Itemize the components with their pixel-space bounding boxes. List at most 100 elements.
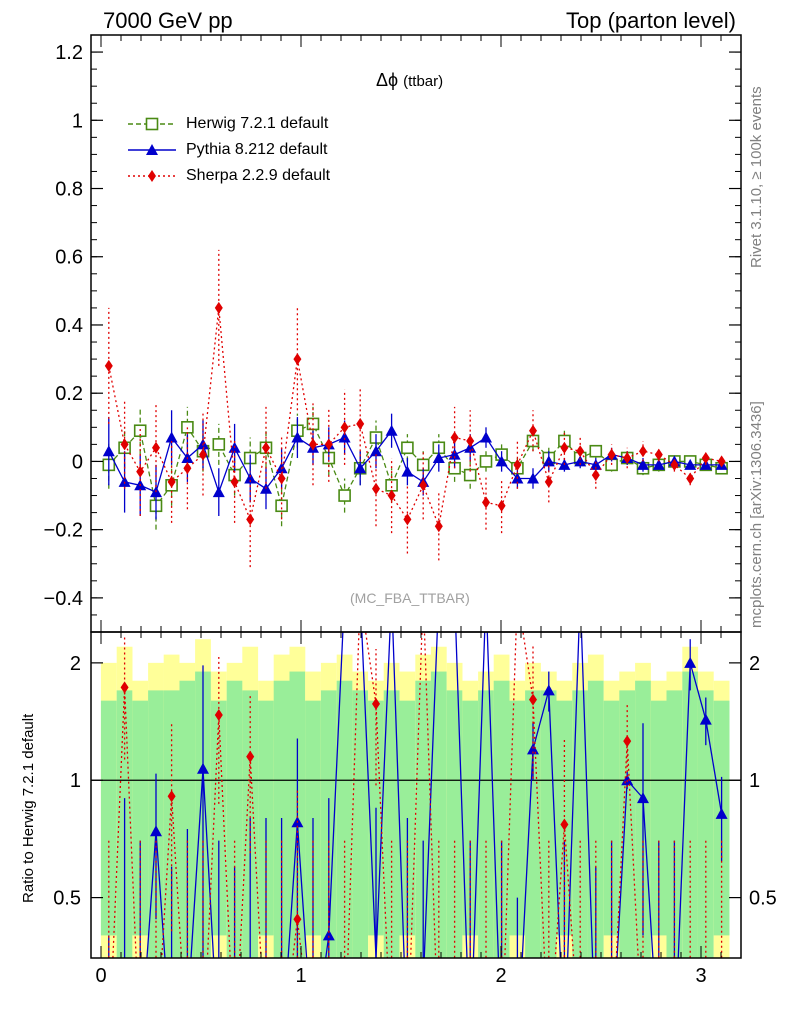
ratio-inner-band: [210, 700, 227, 936]
sherpa-point: [136, 465, 145, 478]
sherpa-point: [246, 513, 255, 526]
pythia-point: [244, 472, 257, 484]
ratio-y-tick-label: 1: [70, 770, 81, 792]
sherpa-point: [466, 434, 475, 447]
ratio-y-tick-label: 0.5: [53, 888, 81, 910]
pythia-point: [401, 465, 414, 477]
pythia-ratio-point: [197, 762, 209, 774]
sherpa-point: [152, 441, 160, 454]
pythia-point: [542, 455, 555, 467]
sherpa-point: [607, 448, 616, 461]
ratio-inner-band: [697, 690, 714, 958]
ratio-inner-band: [100, 700, 117, 936]
pythia-ratio-point: [527, 743, 539, 755]
sherpa-point: [434, 520, 443, 533]
sherpa-point: [623, 452, 632, 465]
sherpa-ratio-point: [167, 790, 176, 803]
sherpa-point: [419, 479, 428, 492]
ratio-inner-band: [509, 700, 526, 936]
ratio-inner-band: [179, 680, 196, 958]
pythia-line: [108, 429, 722, 495]
pythia-ratio-line: [146, 632, 723, 958]
sherpa-point: [544, 475, 553, 488]
ratio-inner-band: [446, 690, 463, 958]
main-y-tick-label: 0.4: [55, 315, 83, 337]
sherpa-point: [340, 421, 349, 434]
herwig-point: [212, 438, 226, 451]
main-y-tick-label: −0.2: [44, 520, 83, 542]
pythia-point: [385, 424, 398, 436]
sherpa-ratio-point: [246, 750, 255, 763]
sherpa-ratio-line: [112, 632, 639, 958]
sherpa-point: [576, 445, 585, 458]
sherpa-ratio-point: [293, 913, 302, 926]
ratio-inner-band: [493, 680, 510, 958]
ratio-inner-band: [352, 690, 369, 958]
ratio-y-tick-label-right: 2: [749, 653, 760, 675]
ratio-inner-band: [619, 690, 636, 958]
pythia-ratio-point: [715, 807, 728, 819]
energy-label: 7000 GeV pp: [103, 8, 233, 33]
main-y-tick-label: 0.6: [55, 247, 83, 269]
sherpa-point: [670, 458, 679, 471]
herwig-point: [589, 444, 603, 458]
sherpa-point: [513, 458, 522, 471]
ratio-inner-band: [132, 700, 149, 936]
legend-herwig-marker: [145, 117, 159, 131]
ratio-series-layer: [108, 632, 728, 958]
ratio-inner-band: [163, 690, 180, 958]
pythia-point: [637, 458, 649, 470]
ratio-inner-band: [650, 700, 667, 936]
x-tick-label: 1: [295, 965, 306, 987]
pythia-ratio-point: [699, 713, 712, 725]
sherpa-line: [108, 307, 722, 529]
herwig-point: [275, 499, 288, 513]
pythia-ratio-point: [322, 929, 335, 941]
ratio-inner-band: [226, 680, 243, 958]
pythia-point: [480, 431, 492, 443]
legend-pythia-label: Pythia 8.212 default: [186, 141, 328, 158]
herwig-point: [479, 455, 493, 468]
ratio-inner-band: [336, 680, 353, 958]
ratio-y-tick-label-right: 0.5: [749, 888, 777, 910]
plot-title-main: Δϕ: [376, 70, 399, 90]
sherpa-point: [277, 472, 286, 485]
legend-pythia-marker: [146, 144, 158, 155]
herwig-point: [463, 468, 477, 482]
ratio-inner-band: [478, 690, 494, 958]
sherpa-point: [403, 513, 412, 526]
plot-frames: −0.4 −0.2 0 0.2 0.4 0.6 0.8 1 1.2 0.5 0.5 1 1 2 2 0 1 2 3: [44, 34, 777, 987]
pythia-point: [527, 472, 539, 484]
pythia-point: [432, 452, 445, 464]
plot-title-sub: (ttbar): [403, 73, 444, 90]
pythia-ratio-point: [150, 825, 162, 837]
sherpa-point: [482, 496, 490, 509]
ratio-inner-band: [430, 671, 447, 958]
legend-sherpa-marker: [148, 170, 156, 182]
ratio-inner-band: [462, 700, 479, 936]
pythia-point: [338, 431, 351, 443]
ratio-inner-band: [556, 700, 573, 936]
sherpa-point: [356, 417, 365, 430]
main-y-tick-label: −0.4: [44, 588, 83, 610]
sherpa-ratio-point: [623, 735, 632, 748]
ratio-inner-band: [682, 671, 699, 958]
sherpa-point: [120, 438, 129, 451]
analysis-name: (MC_FBA_TTBAR): [350, 590, 470, 606]
main-y-tick-label: 0: [72, 451, 83, 473]
sherpa-point: [104, 359, 113, 372]
sherpa-ratio-point: [120, 681, 129, 694]
sherpa-point: [309, 438, 317, 451]
pythia-ratio-point: [684, 656, 697, 668]
sherpa-ratio-point: [560, 818, 569, 831]
ratio-inner-band: [587, 680, 604, 958]
ratio-inner-band: [383, 690, 400, 958]
legend-sherpa-label: Sherpa 2.2.9 default: [186, 167, 331, 184]
sherpa-point: [230, 475, 239, 488]
main-y-tick-label: 1: [72, 110, 83, 132]
sherpa-point: [654, 448, 663, 461]
pythia-point: [589, 458, 602, 470]
herwig-point: [338, 489, 351, 502]
sherpa-ratio-point: [529, 693, 537, 706]
pythia-point: [574, 455, 587, 467]
